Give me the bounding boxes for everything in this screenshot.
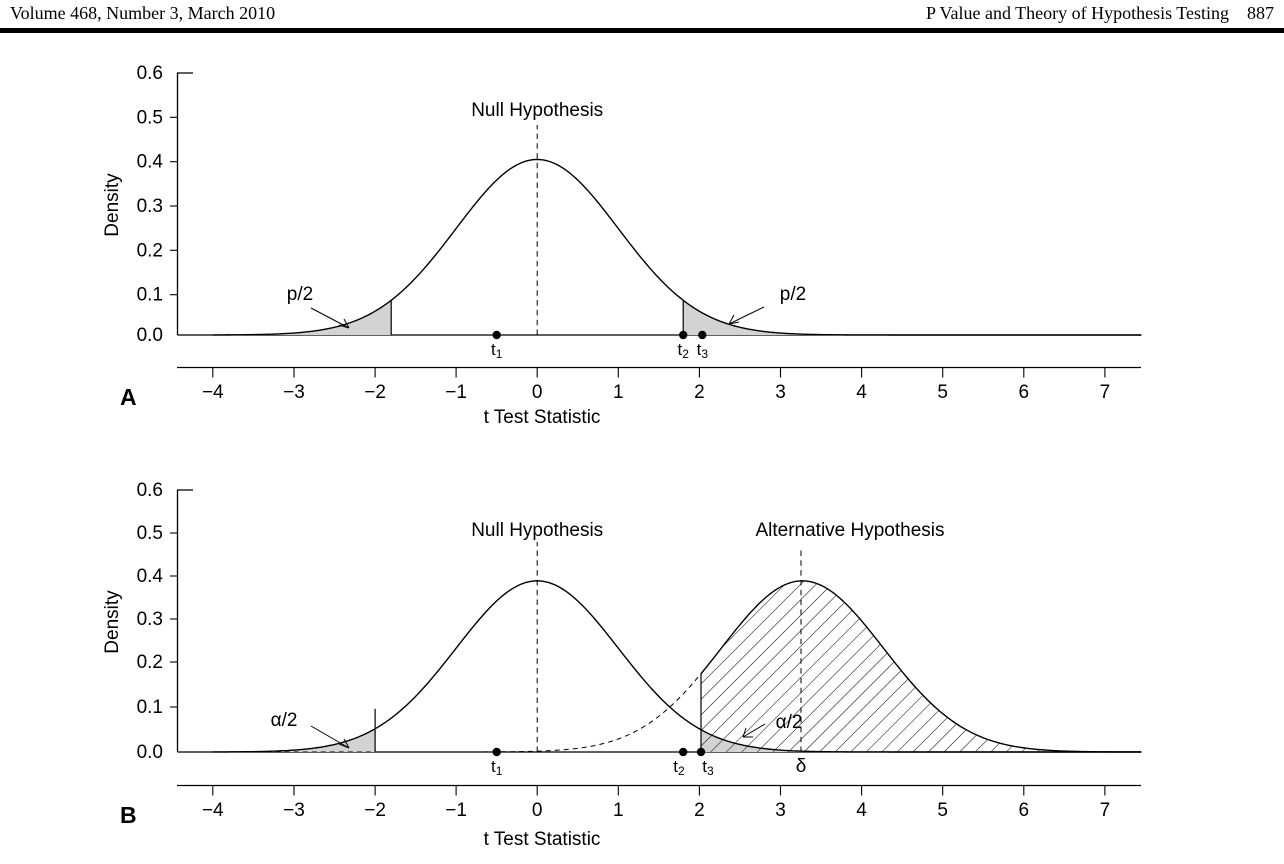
svg-text:δ: δ <box>796 756 807 777</box>
svg-text:−4: −4 <box>202 800 224 821</box>
svg-text:Alternative Hypothesis: Alternative Hypothesis <box>755 520 944 541</box>
svg-text:6: 6 <box>1019 800 1030 821</box>
svg-text:t1: t1 <box>491 340 503 361</box>
svg-text:t Test Statistic: t Test Statistic <box>484 829 601 850</box>
svg-text:−2: −2 <box>364 800 386 821</box>
svg-text:−1: −1 <box>445 382 467 403</box>
svg-text:A: A <box>120 384 137 410</box>
svg-text:p/2: p/2 <box>780 284 806 305</box>
svg-text:0.5: 0.5 <box>137 107 163 128</box>
svg-text:1: 1 <box>613 382 624 403</box>
svg-text:0: 0 <box>532 800 543 821</box>
svg-text:0: 0 <box>532 382 543 403</box>
svg-text:t2: t2 <box>677 340 689 361</box>
svg-text:5: 5 <box>937 382 948 403</box>
svg-text:α/2: α/2 <box>776 712 803 733</box>
svg-text:Null Hypothesis: Null Hypothesis <box>471 520 603 541</box>
svg-text:0.3: 0.3 <box>137 609 163 630</box>
svg-text:t1: t1 <box>491 757 503 778</box>
svg-text:−1: −1 <box>445 800 467 821</box>
svg-text:7: 7 <box>1100 800 1111 821</box>
svg-text:p/2: p/2 <box>287 284 313 305</box>
svg-text:Density: Density <box>102 590 123 654</box>
svg-text:0.4: 0.4 <box>137 566 164 587</box>
svg-text:0.4: 0.4 <box>137 152 164 173</box>
svg-text:t3: t3 <box>697 340 709 361</box>
svg-text:t Test Statistic: t Test Statistic <box>484 407 601 428</box>
svg-text:B: B <box>120 802 137 828</box>
svg-text:Null Hypothesis: Null Hypothesis <box>471 100 603 121</box>
svg-text:0.0: 0.0 <box>137 742 163 763</box>
svg-text:0.1: 0.1 <box>137 285 163 306</box>
svg-text:0.1: 0.1 <box>137 697 163 718</box>
svg-text:α/2: α/2 <box>271 710 298 731</box>
svg-text:−3: −3 <box>283 382 305 403</box>
svg-text:−2: −2 <box>364 382 386 403</box>
svg-text:2: 2 <box>694 800 705 821</box>
svg-text:4: 4 <box>856 800 867 821</box>
svg-text:3: 3 <box>775 382 786 403</box>
svg-text:Density: Density <box>102 173 123 237</box>
svg-text:−3: −3 <box>283 800 305 821</box>
svg-text:0.0: 0.0 <box>137 325 163 346</box>
svg-text:6: 6 <box>1019 382 1030 403</box>
svg-text:0.2: 0.2 <box>137 652 163 673</box>
svg-text:0.2: 0.2 <box>137 240 163 261</box>
svg-text:2: 2 <box>694 382 705 403</box>
svg-text:0.6: 0.6 <box>137 480 163 501</box>
svg-text:5: 5 <box>937 800 948 821</box>
svg-text:t2: t2 <box>673 757 685 778</box>
svg-text:t3: t3 <box>702 757 714 778</box>
svg-text:−4: −4 <box>202 382 224 403</box>
svg-text:1: 1 <box>613 800 624 821</box>
svg-text:3: 3 <box>775 800 786 821</box>
svg-text:0.6: 0.6 <box>137 63 163 84</box>
svg-text:4: 4 <box>856 382 867 403</box>
svg-text:0.3: 0.3 <box>137 196 163 217</box>
svg-text:7: 7 <box>1100 382 1111 403</box>
svg-text:0.5: 0.5 <box>137 523 163 544</box>
